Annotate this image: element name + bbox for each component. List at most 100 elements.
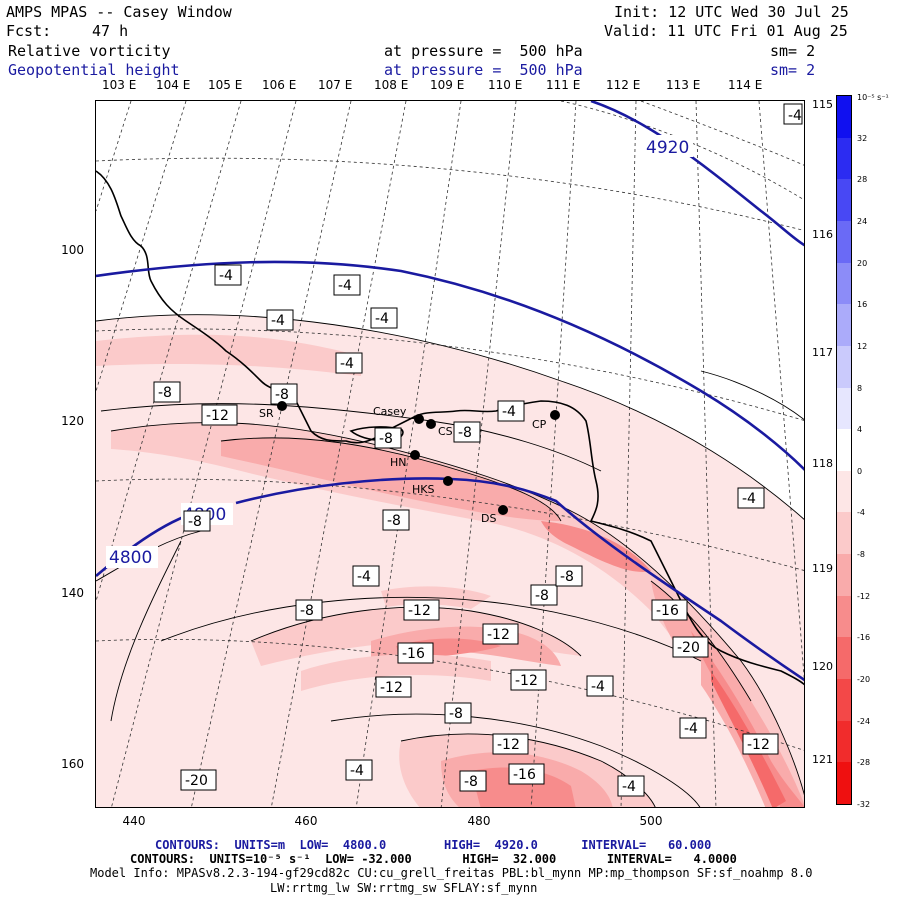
lon-label-top: 105 E: [208, 78, 243, 92]
height-label: 4800: [109, 548, 152, 568]
station-marker-ds: [498, 505, 508, 515]
vorticity-label-box: [370, 307, 398, 329]
x-tick-label: 460: [294, 814, 318, 828]
vorticity-label-box: [492, 733, 529, 755]
forecast-label: Fcst:: [6, 22, 52, 40]
field2-name: Geopotential height: [8, 61, 180, 79]
lon-label-right: 120 E: [812, 660, 844, 673]
vorticity-label: -4: [350, 763, 364, 779]
station-label: Casey: [373, 405, 407, 418]
vorticity-label-box: [453, 421, 481, 443]
colorbar-tick-label: 12: [857, 341, 868, 351]
vorticity-label-box: [651, 599, 688, 621]
colorbar-tick-label: 20: [857, 258, 868, 268]
vorticity-label: -12: [515, 673, 538, 689]
lon-label-right: 115 E: [812, 98, 844, 111]
vorticity-label-box: [459, 770, 487, 792]
field1-smoothing: sm= 2: [770, 42, 816, 60]
stations: SR Casey CS HN HKS DS CP: [259, 401, 560, 525]
colorbar-tick-label: -32: [857, 800, 871, 809]
colorbar-segment: [837, 220, 851, 264]
colorbar-tick-label: 0: [857, 466, 863, 476]
vorticity-label-box: [530, 584, 558, 606]
station-marker-hn: [410, 450, 420, 460]
vorticity-label-box: [180, 769, 217, 791]
colorbar-segment: [837, 512, 851, 555]
colorbar-tick-label: 32: [857, 133, 868, 143]
vorticity-label: -16: [513, 767, 536, 783]
vorticity-label: -4: [357, 569, 371, 585]
colorbar-segment: [837, 262, 851, 305]
model-info: Model Info: MPASv8.2.3-194-gf29cd82c CU:…: [90, 866, 813, 880]
colorbar-tick-label: 28: [857, 175, 868, 185]
vorticity-label: -12: [206, 408, 229, 424]
vorticity-label-box: [374, 427, 402, 449]
lon-label-top: 104 E: [156, 78, 191, 92]
vorticity-label: -12: [497, 737, 520, 753]
vorticity-label: -4: [340, 356, 354, 372]
lon-label-right: 117 E: [812, 346, 844, 359]
colorbar-tick-label: -12: [857, 591, 871, 601]
vorticity-label: -16: [402, 646, 425, 662]
vorticity-label-box: [375, 676, 412, 698]
y-tick-label: 140: [61, 586, 84, 600]
vorticity-label-box: [679, 717, 707, 739]
vorticity-label: -4: [338, 278, 352, 294]
map-panel: 4920 4800 4800 -4-4-4-4-8-4-8-12-8-4-8-8…: [95, 100, 805, 808]
vorticity-label-box: [672, 636, 709, 658]
vorticity-label: -12: [408, 603, 431, 619]
lon-label-top: 114 E: [728, 78, 763, 92]
colorbar-tick-label: -28: [857, 758, 871, 768]
vorticity-contour-info: CONTOURS: UNITS=10⁻⁵ s⁻¹ LOW= -32.000 HI…: [130, 852, 737, 866]
station-label: HKS: [412, 483, 434, 496]
vorticity-label: -8: [300, 603, 314, 619]
vorticity-label-box: [510, 669, 547, 691]
vorticity-label-box: [335, 352, 363, 374]
vorticity-label: -12: [747, 737, 770, 753]
colorbar-segment: [837, 96, 851, 139]
colorbar-segment: [837, 595, 851, 638]
vorticity-label-box: [737, 487, 765, 509]
product-title: AMPS MPAS -- Casey Window: [6, 3, 232, 21]
vorticity-label-box: [586, 675, 614, 697]
vorticity-label: -8: [158, 385, 172, 401]
station-marker-casey: [414, 414, 424, 424]
vorticity-label: -20: [185, 773, 208, 789]
field2-level: at pressure = 500 hPa: [384, 61, 583, 79]
x-tick-label: 440: [122, 814, 146, 828]
lon-label-top: 108 E: [374, 78, 409, 92]
colorbar-segment: [837, 762, 851, 805]
vorticity-label: -8: [449, 706, 463, 722]
lon-label-top: 109 E: [430, 78, 465, 92]
colorbar-segment: [837, 679, 851, 722]
colorbar-tick-label: -4: [857, 508, 865, 518]
vorticity-contours: [96, 314, 804, 807]
vorticity-label: -8: [535, 588, 549, 604]
vorticity-label-box: [295, 599, 323, 621]
y-tick-label: 160: [61, 757, 84, 771]
lon-label-right: 116 E: [812, 228, 844, 241]
station-label: HN: [390, 456, 407, 469]
vorticity-label: -8: [560, 569, 574, 585]
colorbar-tick-label: -8: [857, 550, 865, 560]
lon-label-top: 110 E: [488, 78, 523, 92]
station-marker-cs: [426, 419, 436, 429]
init-time: Init: 12 UTC Wed 30 Jul 25: [614, 3, 849, 21]
vorticity-label: -4: [684, 721, 698, 737]
vorticity-label-box: [444, 702, 472, 724]
vorticity-label-box: [497, 400, 525, 422]
lon-label-right: 118 E: [812, 457, 844, 470]
colorbar-segment: [837, 387, 851, 430]
colorbar-tick-label: 24: [857, 216, 868, 226]
vorticity-label: -20: [677, 640, 700, 656]
vorticity-label: -4: [622, 779, 636, 795]
vorticity-label-box: [266, 309, 294, 331]
colorbar-segment: [837, 345, 851, 389]
vorticity-label: -8: [188, 514, 202, 530]
station-marker-hks: [443, 476, 453, 486]
vorticity-label: -12: [380, 680, 403, 696]
lon-label-right: 119 E: [812, 562, 844, 575]
colorbar-tick-label: -20: [857, 675, 871, 685]
vorticity-label-box: [397, 642, 434, 664]
valid-time: Valid: 11 UTC Fri 01 Aug 25: [604, 22, 848, 40]
